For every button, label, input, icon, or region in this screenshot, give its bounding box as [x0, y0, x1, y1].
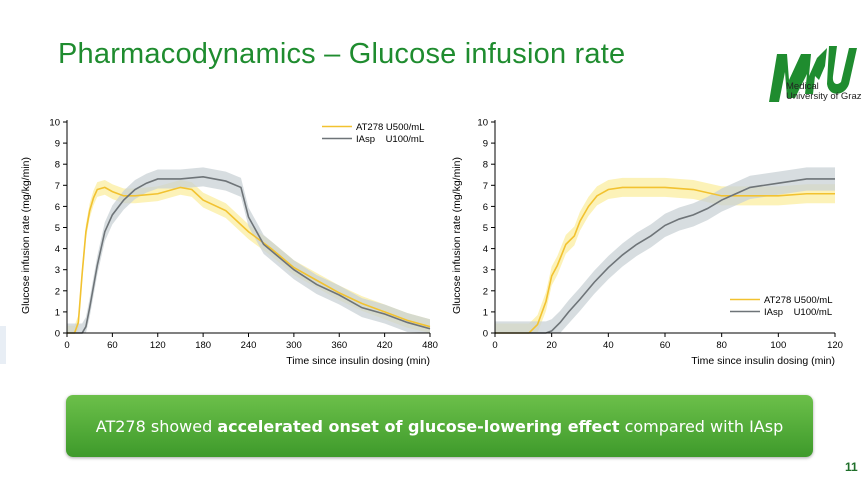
y-tick-label: 6 [483, 202, 488, 213]
x-tick-label: 60 [107, 340, 118, 351]
slide-title: Pharmacodynamics – Glucose infusion rate [58, 38, 626, 70]
page-number: 11 [845, 460, 858, 474]
x-axis-label: Time since insulin dosing (min) [691, 355, 835, 367]
x-tick-label: 180 [195, 340, 211, 351]
logo-line-2: University of Graz [786, 91, 862, 102]
y-tick-label: 6 [55, 202, 60, 213]
left-edge-accent [0, 326, 6, 364]
series-band-1 [495, 167, 835, 333]
x-axis-label: Time since insulin dosing (min) [286, 355, 430, 367]
university-logo [769, 46, 857, 102]
conclusion-banner: AT278 showed accelerated onset of glucos… [66, 395, 813, 457]
y-tick-label: 9 [55, 139, 60, 150]
chart-left-gir-480min: 0 1 2 3 4 5 6 7 8 9 10 0 60 120 180 240 300 360 420 480 Time… [20, 118, 438, 368]
legend-label-1: IAsp U100/mL [764, 307, 832, 318]
x-tick-label: 480 [422, 340, 438, 351]
x-tick-label: 0 [492, 340, 497, 351]
legend-label-0: AT278 U500/mL [356, 122, 424, 133]
x-tick-label: 360 [331, 340, 347, 351]
y-tick-label: 8 [483, 160, 488, 171]
y-tick-label: 4 [483, 244, 488, 255]
series-line-0 [495, 186, 835, 334]
x-tick-label: 100 [770, 340, 786, 351]
y-tick-label: 2 [483, 286, 488, 297]
logo-text: Medical University of Graz [786, 82, 862, 102]
x-tick-label: 420 [377, 340, 393, 351]
y-tick-label: 3 [55, 265, 60, 276]
series-band-0 [495, 177, 835, 333]
y-tick-label: 0 [55, 329, 60, 340]
legend-label-1: IAsp U100/mL [356, 134, 424, 145]
series-line-1 [67, 176, 431, 334]
y-tick-label: 10 [477, 118, 488, 129]
x-tick-label: 300 [286, 340, 302, 351]
y-tick-label: 4 [55, 244, 60, 255]
x-tick-label: 120 [150, 340, 166, 351]
x-tick-label: 80 [716, 340, 727, 351]
series-band-1 [67, 167, 430, 333]
series-line-1 [495, 178, 835, 334]
y-tick-label: 3 [483, 265, 488, 276]
y-tick-label: 1 [55, 307, 60, 318]
banner-text-after: compared with IAsp [619, 416, 784, 436]
y-axis-label: Glucose infusion rate (mg/kg/min) [451, 157, 463, 314]
legend-label-0: AT278 U500/mL [764, 295, 832, 306]
y-tick-label: 7 [483, 181, 488, 192]
y-tick-label: 7 [55, 181, 60, 192]
y-tick-label: 2 [55, 286, 60, 297]
y-tick-label: 9 [483, 139, 488, 150]
banner-text-before: AT278 showed [95, 416, 218, 436]
logo-line-1: Medical [786, 81, 819, 92]
y-tick-label: 5 [483, 223, 488, 234]
series-line-0 [67, 186, 431, 334]
y-axis-label: Glucose infusion rate (mg/kg/min) [20, 157, 32, 314]
x-tick-label: 20 [546, 340, 557, 351]
y-tick-label: 1 [483, 307, 488, 318]
x-tick-label: 120 [827, 340, 843, 351]
banner-text-bold: accelerated onset of glucose-lowering ef… [217, 416, 620, 436]
y-tick-label: 8 [55, 160, 60, 171]
x-tick-label: 60 [660, 340, 671, 351]
y-tick-label: 5 [55, 223, 60, 234]
x-tick-label: 0 [64, 340, 69, 351]
y-tick-label: 0 [483, 329, 488, 340]
y-tick-label: 10 [49, 118, 60, 129]
x-tick-label: 240 [241, 340, 257, 351]
x-tick-label: 40 [603, 340, 614, 351]
